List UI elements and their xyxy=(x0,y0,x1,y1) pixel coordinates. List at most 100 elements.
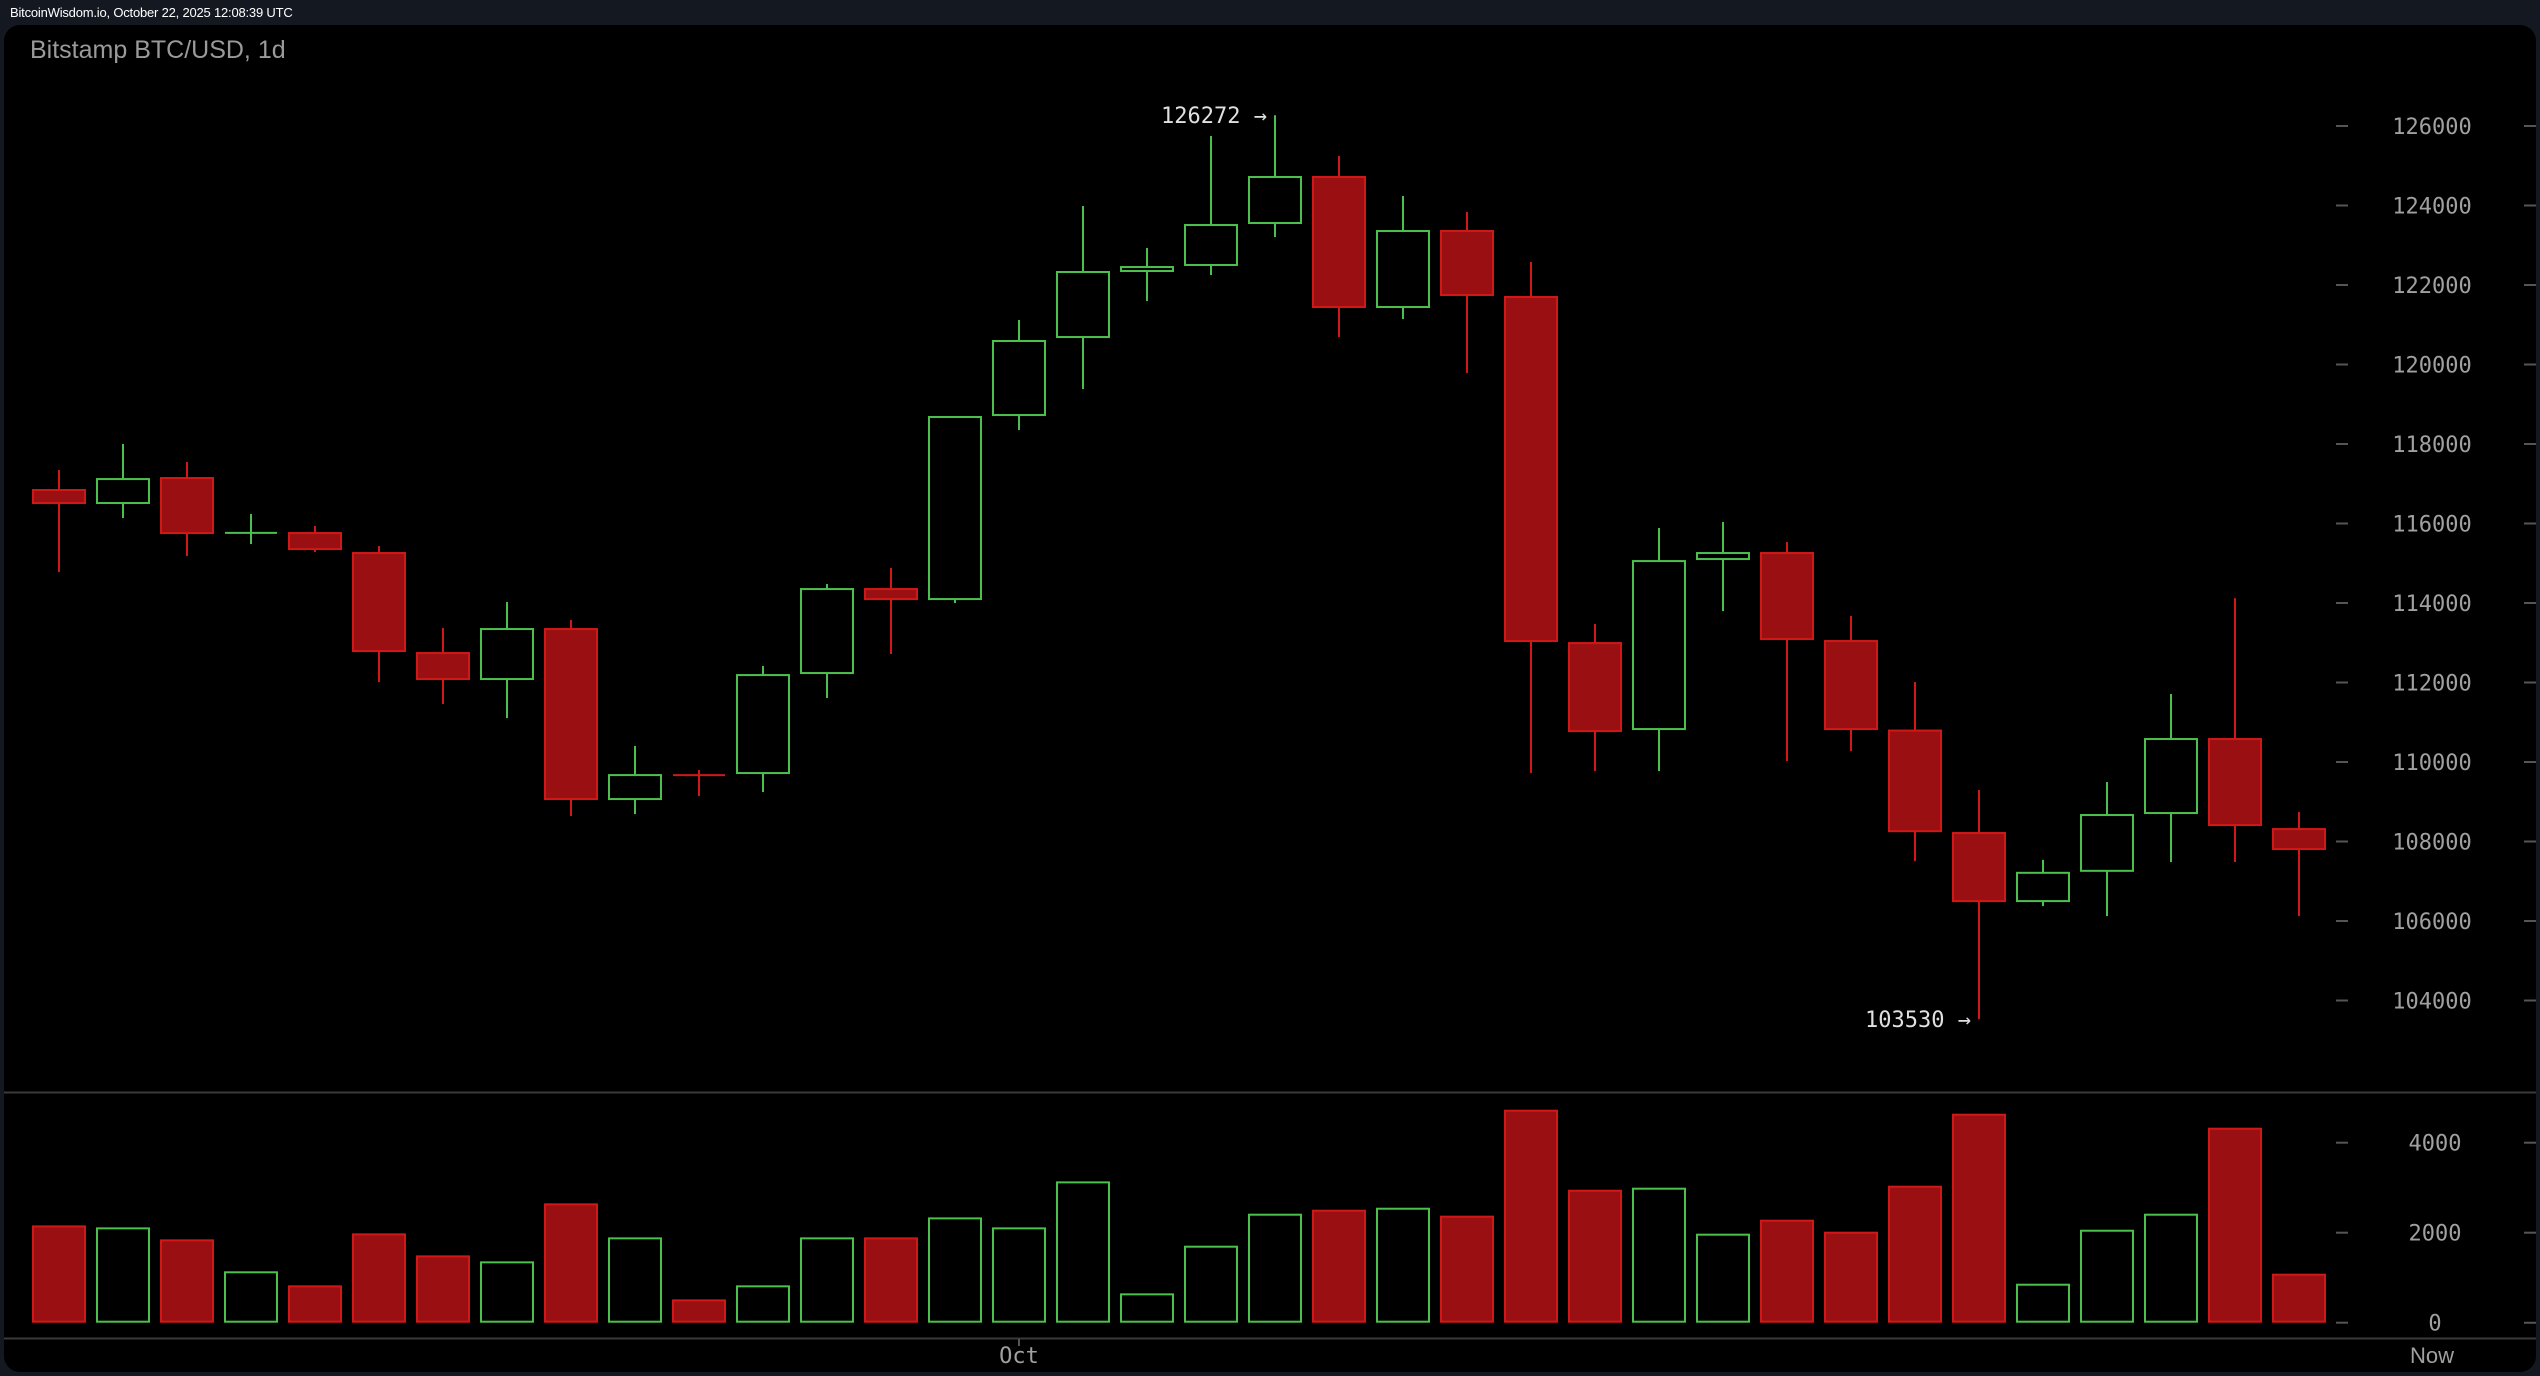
candle xyxy=(1056,206,1110,390)
volume-bar xyxy=(928,1217,982,1323)
svg-text:124000: 124000 xyxy=(2392,195,2471,220)
svg-text:110000: 110000 xyxy=(2392,751,2471,776)
low-annotation: 103530 → xyxy=(1865,1008,1971,1033)
volume-bar xyxy=(1568,1189,1622,1323)
price-tick: 120000 xyxy=(2336,354,2536,379)
candlestick-chart[interactable]: 104000 106000 108000 110000 112000 114000 1160… xyxy=(4,25,2536,1372)
candle xyxy=(1120,248,1174,302)
volume-bar xyxy=(1376,1207,1430,1323)
volume-bar xyxy=(800,1237,854,1323)
volume-bar xyxy=(96,1227,150,1323)
volume-bar xyxy=(1504,1109,1558,1323)
candle xyxy=(2144,694,2198,863)
candle xyxy=(736,666,790,793)
volume-bar xyxy=(352,1233,406,1323)
volume-bar xyxy=(480,1261,534,1323)
volume-bar xyxy=(1440,1215,1494,1323)
candle xyxy=(544,620,598,817)
volume-bar xyxy=(864,1237,918,1323)
candle xyxy=(1248,115,1302,238)
volume-bar xyxy=(1248,1213,1302,1323)
candle xyxy=(2272,812,2326,917)
volume-bar xyxy=(288,1285,342,1323)
candle xyxy=(673,770,725,797)
volume-bar xyxy=(1056,1181,1110,1323)
volume-bar xyxy=(1120,1293,1174,1323)
volume-bar xyxy=(544,1203,598,1323)
volume-bar xyxy=(1824,1231,1878,1323)
volume-bar xyxy=(736,1285,790,1323)
volume-tick: 0 xyxy=(2336,1312,2536,1337)
candle xyxy=(416,628,470,705)
candle xyxy=(352,546,406,683)
source-timestamp: BitcoinWisdom.io, October 22, 2025 12:08… xyxy=(10,5,293,20)
candle xyxy=(1632,528,1686,772)
time-label-now: Now xyxy=(2410,1343,2454,1368)
candle xyxy=(1888,682,1942,862)
svg-text:108000: 108000 xyxy=(2392,831,2471,856)
volume-bar xyxy=(1696,1233,1750,1323)
price-tick: 124000 xyxy=(2336,195,2536,220)
candle xyxy=(864,568,918,655)
candle xyxy=(1760,542,1814,762)
price-tick: 104000 xyxy=(2336,990,2536,1015)
candle xyxy=(288,526,342,553)
candle xyxy=(225,514,277,545)
candle xyxy=(608,746,662,815)
top-bar: BitcoinWisdom.io, October 22, 2025 12:08… xyxy=(0,0,2540,25)
volume-bar xyxy=(2080,1229,2134,1323)
price-tick: 114000 xyxy=(2336,592,2536,617)
candle xyxy=(1568,624,1622,772)
chart-title: Bitstamp BTC/USD, 1d xyxy=(30,36,286,64)
svg-text:122000: 122000 xyxy=(2392,274,2471,299)
svg-text:120000: 120000 xyxy=(2392,354,2471,379)
price-tick: 126000 xyxy=(2336,115,2536,140)
svg-text:114000: 114000 xyxy=(2392,592,2471,617)
price-tick: 106000 xyxy=(2336,910,2536,935)
candle xyxy=(1504,262,1558,774)
price-tick: 108000 xyxy=(2336,831,2536,856)
volume-bar xyxy=(416,1255,470,1323)
svg-text:2000: 2000 xyxy=(2409,1222,2462,1247)
high-annotation: 126272 → xyxy=(1161,104,1267,129)
candle xyxy=(992,320,1046,431)
volume-bar xyxy=(608,1237,662,1323)
svg-text:126000: 126000 xyxy=(2392,115,2471,140)
candle xyxy=(2080,782,2134,917)
candle xyxy=(1376,195,1430,320)
volume-bar xyxy=(2208,1127,2262,1323)
candle xyxy=(1952,790,2006,1020)
price-tick: 116000 xyxy=(2336,513,2536,538)
svg-text:4000: 4000 xyxy=(2409,1132,2462,1157)
price-tick: 118000 xyxy=(2336,433,2536,458)
svg-text:104000: 104000 xyxy=(2392,990,2471,1015)
svg-text:116000: 116000 xyxy=(2392,513,2471,538)
volume-bar xyxy=(2144,1213,2198,1323)
volume-bar xyxy=(1632,1187,1686,1323)
candle xyxy=(32,470,86,573)
volume-bar xyxy=(160,1239,214,1323)
candle xyxy=(480,602,534,719)
volume-tick: 2000 xyxy=(2336,1222,2536,1247)
candle xyxy=(1312,156,1366,338)
candle xyxy=(1696,522,1750,612)
volume-bar xyxy=(2272,1273,2326,1323)
volume-bar xyxy=(1952,1113,2006,1323)
svg-text:112000: 112000 xyxy=(2392,672,2471,697)
candle xyxy=(928,416,982,604)
volume-bar xyxy=(992,1227,1046,1323)
chart-panel: 104000 106000 108000 110000 112000 114000 1160… xyxy=(4,25,2536,1372)
candle xyxy=(96,444,150,519)
volume-bar xyxy=(672,1299,726,1323)
price-tick: 112000 xyxy=(2336,672,2536,697)
volume-bar xyxy=(1312,1209,1366,1323)
price-tick: 122000 xyxy=(2336,274,2536,299)
candle xyxy=(160,462,214,557)
volume-bar xyxy=(1888,1185,1942,1323)
candle xyxy=(2016,859,2070,907)
candle xyxy=(1824,616,1878,752)
volume-bar xyxy=(32,1225,86,1323)
svg-text:0: 0 xyxy=(2428,1312,2441,1337)
volume-bar xyxy=(224,1271,278,1323)
time-label-oct: Oct xyxy=(999,1344,1039,1369)
